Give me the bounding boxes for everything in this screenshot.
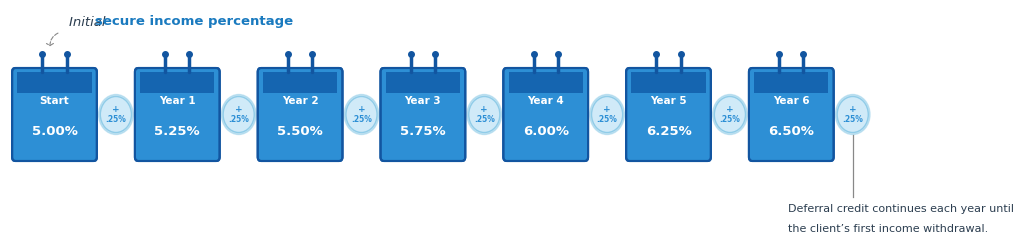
Text: Year 1: Year 1	[159, 96, 196, 106]
FancyBboxPatch shape	[626, 67, 712, 162]
Text: 6.00%: 6.00%	[522, 125, 568, 138]
Bar	[509, 72, 583, 93]
Text: .25%: .25%	[843, 115, 863, 124]
FancyBboxPatch shape	[11, 67, 97, 162]
Text: .25%: .25%	[474, 115, 495, 124]
Circle shape	[836, 94, 870, 135]
FancyBboxPatch shape	[503, 67, 589, 162]
Circle shape	[346, 97, 377, 133]
Text: 5.25%: 5.25%	[155, 125, 200, 138]
Circle shape	[838, 97, 868, 133]
FancyBboxPatch shape	[504, 68, 588, 161]
Text: +: +	[480, 105, 488, 114]
Text: 5.75%: 5.75%	[400, 125, 445, 138]
Bar	[386, 72, 460, 93]
Text: +: +	[603, 105, 611, 114]
Circle shape	[469, 97, 500, 133]
Text: the client’s first income withdrawal.: the client’s first income withdrawal.	[787, 224, 988, 234]
Circle shape	[715, 97, 745, 133]
FancyBboxPatch shape	[258, 68, 342, 161]
Text: +: +	[357, 105, 366, 114]
FancyBboxPatch shape	[749, 67, 835, 162]
Text: .25%: .25%	[597, 115, 617, 124]
Circle shape	[467, 94, 502, 135]
Text: .25%: .25%	[351, 115, 372, 124]
FancyBboxPatch shape	[749, 68, 834, 161]
Circle shape	[98, 94, 133, 135]
Text: Year 5: Year 5	[650, 96, 687, 106]
Text: Year 2: Year 2	[282, 96, 318, 106]
Circle shape	[592, 97, 623, 133]
Text: Year 4: Year 4	[527, 96, 564, 106]
Text: +: +	[234, 105, 243, 114]
Text: Year 3: Year 3	[404, 96, 441, 106]
Text: Year 6: Year 6	[773, 96, 810, 106]
Circle shape	[590, 94, 625, 135]
Circle shape	[713, 94, 748, 135]
FancyBboxPatch shape	[12, 68, 97, 161]
FancyBboxPatch shape	[381, 68, 465, 161]
Text: secure income percentage: secure income percentage	[95, 16, 293, 28]
Text: +: +	[112, 105, 120, 114]
Bar	[632, 72, 706, 93]
Text: Deferral credit continues each year until: Deferral credit continues each year unti…	[787, 204, 1014, 214]
Text: +: +	[849, 105, 856, 114]
Circle shape	[100, 97, 131, 133]
FancyBboxPatch shape	[257, 67, 343, 162]
FancyBboxPatch shape	[134, 67, 220, 162]
Text: .25%: .25%	[105, 115, 126, 124]
Text: +: +	[726, 105, 734, 114]
Text: 6.25%: 6.25%	[645, 125, 691, 138]
Circle shape	[344, 94, 379, 135]
FancyBboxPatch shape	[626, 68, 711, 161]
Bar	[140, 72, 214, 93]
Text: 5.50%: 5.50%	[278, 125, 323, 138]
Text: 5.00%: 5.00%	[32, 125, 78, 138]
FancyBboxPatch shape	[380, 67, 466, 162]
Circle shape	[223, 97, 254, 133]
Text: 6.50%: 6.50%	[768, 125, 814, 138]
Text: .25%: .25%	[720, 115, 740, 124]
Bar	[754, 72, 828, 93]
Bar	[17, 72, 92, 93]
Bar	[263, 72, 337, 93]
Text: Initial: Initial	[70, 16, 110, 28]
Text: Start: Start	[40, 96, 70, 106]
Circle shape	[221, 94, 256, 135]
FancyBboxPatch shape	[135, 68, 220, 161]
Text: .25%: .25%	[228, 115, 249, 124]
